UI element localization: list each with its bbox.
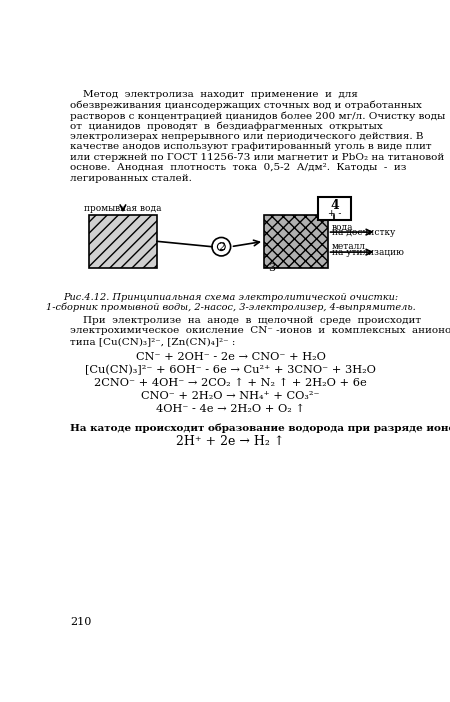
Text: CN⁻ + 2OH⁻ - 2e → CNO⁻ + H₂O: CN⁻ + 2OH⁻ - 2e → CNO⁻ + H₂O bbox=[136, 352, 325, 362]
Circle shape bbox=[217, 243, 225, 251]
Text: 2H⁺ + 2e → H₂ ↑: 2H⁺ + 2e → H₂ ↑ bbox=[176, 435, 285, 448]
Text: На катоде происходит образование водорода при разряде ионов H⁺:: На катоде происходит образование водород… bbox=[70, 423, 450, 433]
Text: металл: металл bbox=[332, 242, 366, 251]
Text: легированных сталей.: легированных сталей. bbox=[70, 173, 192, 183]
Text: типа [Cu(CN)₃]²⁻, [Zn(CN)₄]²⁻ :: типа [Cu(CN)₃]²⁻, [Zn(CN)₄]²⁻ : bbox=[70, 337, 236, 346]
Text: 4OH⁻ - 4e → 2H₂O + O₂ ↑: 4OH⁻ - 4e → 2H₂O + O₂ ↑ bbox=[156, 404, 305, 414]
Text: от  цианидов  проводят  в  бездиафрагменных  открытых: от цианидов проводят в бездиафрагменных … bbox=[70, 121, 383, 131]
Text: 4: 4 bbox=[330, 199, 339, 212]
Bar bbox=[318, 197, 351, 220]
Text: основе.  Анодная  плотность  тока  0,5-2  А/дм².  Катоды  -  из: основе. Анодная плотность тока 0,5-2 А/д… bbox=[70, 163, 407, 172]
Text: 210: 210 bbox=[70, 617, 92, 627]
Text: CNO⁻ + 2H₂O → NH₄⁺ + CO₃²⁻: CNO⁻ + 2H₂O → NH₄⁺ + CO₃²⁻ bbox=[141, 391, 320, 401]
Bar bbox=[264, 215, 328, 267]
Text: Метод  электролиза  находит  применение  и  для: Метод электролиза находит применение и д… bbox=[70, 91, 358, 100]
Text: 2: 2 bbox=[218, 241, 225, 252]
Text: Рис.4.12. Принципиальная схема электролитической очистки:: Рис.4.12. Принципиальная схема электроли… bbox=[63, 293, 398, 302]
Text: При  электролизе  на  аноде  в  щелочной  среде  происходит: При электролизе на аноде в щелочной сред… bbox=[70, 316, 421, 325]
Text: качестве анодов используют графитированный уголь в виде плит: качестве анодов используют графитированн… bbox=[70, 143, 432, 152]
Text: на утилизацию: на утилизацию bbox=[332, 249, 404, 258]
Text: вода: вода bbox=[332, 223, 354, 232]
Text: электролизерах непрерывного или периодического действия. В: электролизерах непрерывного или периодич… bbox=[70, 132, 424, 141]
Text: или стержней по ГОСТ 11256-73 или магнетит и PbO₂ на титановой: или стержней по ГОСТ 11256-73 или магнет… bbox=[70, 153, 445, 161]
Text: промывная вода: промывная вода bbox=[84, 204, 162, 213]
Text: + -: + - bbox=[328, 208, 341, 218]
Text: [Cu(CN)₃]²⁻ + 6OH⁻ - 6e → Cu²⁺ + 3CNO⁻ + 3H₂O: [Cu(CN)₃]²⁻ + 6OH⁻ - 6e → Cu²⁺ + 3CNO⁻ +… bbox=[85, 365, 376, 376]
Text: обезвреживания циансодержащих сточных вод и отработанных: обезвреживания циансодержащих сточных во… bbox=[70, 101, 422, 110]
Text: электрохимическое  окисление  CN⁻ -ионов  и  комплексных  анионов: электрохимическое окисление CN⁻ -ионов и… bbox=[70, 326, 450, 336]
Text: растворов с концентрацией цианидов более 200 мг/л. Очистку воды: растворов с концентрацией цианидов более… bbox=[70, 111, 446, 121]
Text: 2CNO⁻ + 4OH⁻ → 2CO₂ ↑ + N₂ ↑ + 2H₂O + 6e: 2CNO⁻ + 4OH⁻ → 2CO₂ ↑ + N₂ ↑ + 2H₂O + 6e bbox=[94, 378, 367, 388]
Text: 1-сборник промывной воды, 2-насос, 3-электролизер, 4-выпрямитель.: 1-сборник промывной воды, 2-насос, 3-эле… bbox=[46, 302, 415, 312]
Circle shape bbox=[212, 237, 231, 256]
Text: 3: 3 bbox=[269, 263, 276, 273]
Text: на досчистку: на досчистку bbox=[332, 228, 396, 237]
Bar bbox=[89, 215, 157, 267]
